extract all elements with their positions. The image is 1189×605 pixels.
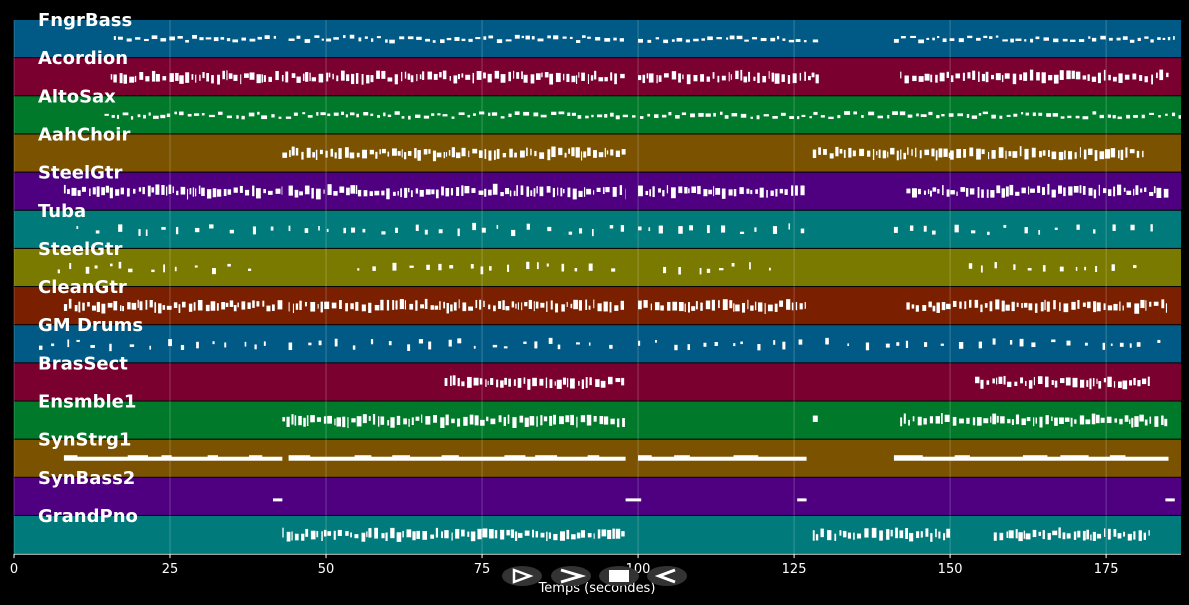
note-segment [638,69,819,85]
note-segment [906,299,1168,314]
play-icon [512,568,534,584]
track-label: Ensmble1 [38,392,136,413]
note-segment [288,298,624,314]
track-lane [14,134,1181,172]
note-segment [288,222,625,237]
x-tick-label: 150 [938,562,963,577]
note-segment [797,498,807,502]
note-segment [638,185,805,199]
track-lane [14,248,1181,287]
note-segment [282,413,625,429]
note-segment [63,455,283,461]
note-segment [638,339,803,351]
x-tick-label: 175 [1094,562,1119,577]
x-tick-label: 25 [162,562,179,577]
track-lane [14,515,1181,554]
note-segment [893,455,1169,461]
note-segment [288,337,613,351]
track-labels: FngrBass Acordion AltoSax AahChoir SteelGtr T… [38,10,143,527]
rewind-icon [654,568,676,584]
note-segment [357,261,616,275]
play-button[interactable] [502,566,542,586]
note-segment [993,527,1150,542]
note-segment [282,146,626,162]
note-segment [288,183,626,200]
track-label: FngrBass [38,10,132,31]
x-tick-label: 50 [318,562,335,577]
note-segment [638,299,806,315]
track-label: BrasSect [38,353,128,374]
track-label: AahChoir [38,124,130,145]
x-tick-label: 75 [474,562,491,577]
track-lane [14,325,1181,363]
track-lanes [14,20,1181,554]
track-label: SynStrg1 [38,430,131,451]
gridlines [13,20,1107,555]
note-segment [638,35,807,44]
note-segment [272,498,283,502]
rewind-button[interactable] [647,566,687,586]
track-label: SynBass2 [38,468,135,489]
x-tick-label: 125 [782,562,807,577]
track-lane [14,401,1181,439]
stop-icon [609,570,629,582]
track-label: GrandPno [38,506,138,527]
note-segment [906,183,1169,199]
note-segment [893,35,1175,44]
playback-controls [502,566,687,586]
note-segment [893,224,1153,235]
x-axis: 0 25 50 75 100 125 150 175 [10,553,1181,577]
note-segment [113,34,277,43]
note-segment [444,375,625,390]
note-segment [950,146,1144,161]
note-segment [282,527,625,542]
note-segment [663,262,771,275]
note-segment [638,455,807,461]
track-label: SteelGtr [38,163,123,184]
fast-forward-icon [560,568,587,584]
x-tick-label: 0 [10,562,18,577]
note-segment [63,298,283,314]
note-segment [76,224,274,236]
note-segment [1165,498,1175,502]
track-lane [14,210,1181,248]
fast-forward-button[interactable] [551,566,591,586]
track-label: CleanGtr [38,277,127,298]
note-segment [638,223,805,234]
note-segment [38,339,266,352]
note-segment [288,455,626,461]
note-segment [900,413,1168,428]
note-segment [110,70,289,85]
note-segment [812,146,951,161]
note-segment [968,262,1137,273]
x-axis-title: Temps (secondes) [538,581,656,596]
note-layer [38,34,1181,542]
track-label: GM Drums [38,315,143,336]
note-segment [104,111,1181,120]
stop-button[interactable] [599,566,639,586]
note-segment [291,70,625,85]
note-segment [57,261,252,275]
note-segment [812,39,819,43]
note-segment [288,34,624,44]
track-lane [14,477,1181,515]
note-segment [812,415,818,422]
note-segment [975,375,1150,390]
note-segment [812,527,951,542]
track-label: AltoSax [38,86,116,107]
track-label: Tuba [38,201,86,222]
note-segment [900,69,1169,85]
track-label: Acordion [38,48,128,69]
note-segment [825,337,1161,351]
note-segment [63,184,283,200]
track-label: SteelGtr [38,239,123,260]
note-segment [625,498,642,502]
